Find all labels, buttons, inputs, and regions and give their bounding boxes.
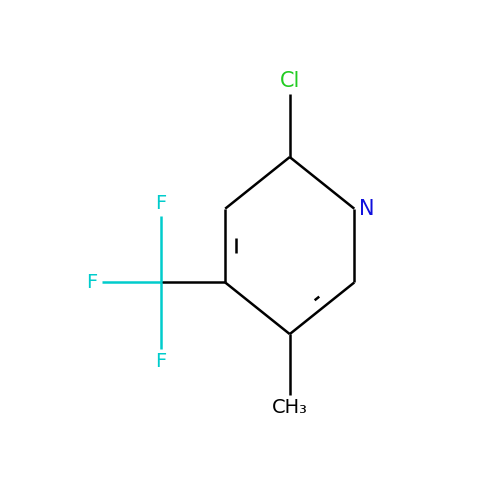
Text: Cl: Cl: [280, 71, 300, 91]
Text: F: F: [155, 194, 166, 213]
Text: CH₃: CH₃: [272, 398, 308, 417]
Text: N: N: [359, 199, 374, 219]
Text: F: F: [86, 273, 97, 292]
Text: F: F: [155, 352, 166, 371]
